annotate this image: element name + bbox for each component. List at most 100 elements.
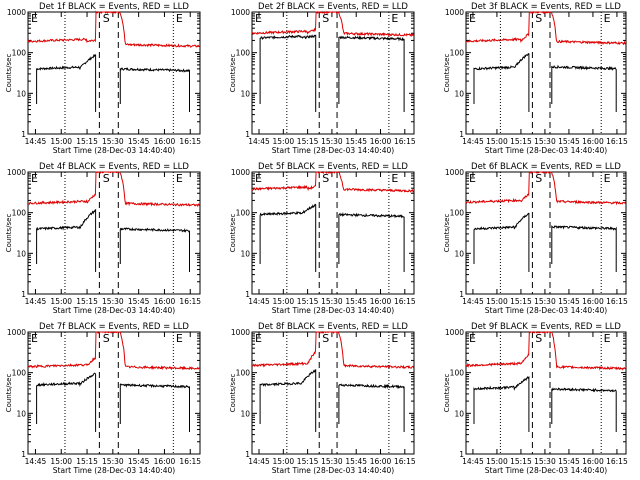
x-tick-label: 15:00 — [486, 457, 508, 466]
panel-title: Det 5f BLACK = Events, RED = LLD — [258, 162, 408, 172]
marker-e-right: E — [176, 12, 183, 25]
x-axis-label: Start Time (28-Dec-03 14:40:40) — [485, 466, 607, 475]
y-tick-label: 10 — [16, 89, 26, 98]
lld-series-line — [465, 171, 627, 206]
x-tick-label: 15:30 — [534, 457, 556, 466]
y-tick-label: 10 — [240, 249, 250, 258]
y-tick-label: 100 — [12, 369, 27, 378]
x-axis-label: Start Time (28-Dec-03 14:40:40) — [485, 306, 607, 315]
events-series-line — [259, 203, 317, 272]
plot-frame — [251, 11, 415, 135]
x-tick-label: 15:00 — [486, 137, 508, 146]
x-tick-label: 15:30 — [102, 297, 124, 306]
x-tick-label: 15:00 — [273, 137, 295, 146]
y-tick-label: 100 — [236, 49, 251, 58]
events-series-line — [338, 35, 405, 112]
marker-s: S — [535, 172, 542, 185]
x-tick-label: 15:15 — [297, 137, 319, 146]
marker-e-left: E — [469, 172, 476, 185]
x-tick-label: 16:00 — [154, 297, 176, 306]
marker-s: S — [322, 12, 329, 25]
lld-series-line — [251, 10, 415, 37]
x-tick-label: 14:45 — [25, 297, 47, 306]
panel-det-3: Det 3f BLACK = Events, RED = LLD 1 10 100 10… — [443, 2, 628, 155]
y-tick-label: 10 — [454, 89, 464, 98]
marker-e-left: E — [469, 332, 476, 345]
marker-e-right: E — [604, 332, 611, 345]
panel-det-9: Det 9f BLACK = Events, RED = LLD 1 10 100 10… — [443, 322, 628, 475]
x-tick-label: 16:00 — [370, 457, 392, 466]
x-tick-label: 16:15 — [394, 137, 416, 146]
x-tick-label: 16:15 — [179, 137, 201, 146]
y-tick-label: 1 — [21, 290, 26, 299]
y-tick-label: 1 — [245, 130, 250, 139]
lld-series-line — [27, 331, 200, 371]
x-tick-label: 15:15 — [510, 137, 532, 146]
y-tick-label: 10 — [240, 409, 250, 418]
marker-s: S — [103, 332, 110, 345]
marker-e-left: E — [255, 332, 262, 345]
lld-series-line — [251, 171, 414, 193]
events-series-line — [473, 375, 530, 432]
y-tick-label: 1 — [459, 130, 464, 139]
y-axis-label: Counts/sec — [229, 214, 237, 253]
x-tick-label: 16:15 — [179, 297, 201, 306]
x-tick-label: 16:15 — [394, 457, 416, 466]
y-axis-label: Counts/sec — [5, 214, 13, 253]
y-axis-label: Counts/sec — [5, 54, 13, 93]
lld-series-line — [465, 330, 626, 371]
y-tick-label: 10 — [454, 249, 464, 258]
events-series-line — [259, 369, 317, 432]
events-series-line — [119, 227, 190, 272]
y-tick-label: 10 — [240, 89, 250, 98]
y-tick-label: 1000 — [445, 8, 464, 17]
y-tick-label: 1000 — [445, 168, 464, 177]
y-tick-label: 1 — [21, 450, 26, 459]
plot-frame — [251, 331, 415, 455]
x-tick-label: 16:00 — [582, 297, 604, 306]
x-tick-label: 14:45 — [25, 457, 47, 466]
x-tick-label: 15:15 — [76, 137, 98, 146]
x-tick-label: 15:30 — [102, 457, 124, 466]
y-tick-label: 1000 — [231, 328, 250, 337]
x-axis-label: Start Time (28-Dec-03 14:40:40) — [53, 306, 175, 315]
panel-title: Det 6f BLACK = Events, RED = LLD — [471, 162, 621, 172]
y-tick-label: 1000 — [445, 328, 464, 337]
panel-title: Det 3f BLACK = Events, RED = LLD — [471, 2, 621, 12]
events-series-line — [551, 225, 617, 272]
x-tick-label: 15:00 — [486, 297, 508, 306]
events-series-line — [119, 383, 190, 432]
y-tick-label: 1 — [459, 290, 464, 299]
x-tick-label: 16:00 — [582, 137, 604, 146]
x-tick-label: 16:15 — [394, 297, 416, 306]
marker-e-right: E — [391, 12, 398, 25]
events-series-line — [36, 372, 97, 432]
x-tick-label: 16:00 — [154, 457, 176, 466]
x-tick-label: 14:45 — [248, 457, 270, 466]
panel-det-7: Det 7f BLACK = Events, RED = LLD 1 10 100 10… — [5, 322, 201, 475]
panel-det-8: Det 8f BLACK = Events, RED = LLD 1 10 100 10… — [229, 322, 416, 475]
x-tick-label: 16:00 — [370, 297, 392, 306]
y-axis-label: Counts/sec — [443, 54, 451, 93]
x-tick-label: 15:45 — [558, 137, 580, 146]
y-tick-label: 100 — [450, 209, 465, 218]
y-tick-label: 100 — [12, 209, 27, 218]
events-series-line — [259, 34, 317, 112]
x-tick-label: 15:45 — [345, 457, 367, 466]
panel-title: Det 2f BLACK = Events, RED = LLD — [258, 2, 408, 12]
y-axis-label: Counts/sec — [443, 214, 451, 253]
y-tick-label: 1 — [245, 450, 250, 459]
x-tick-label: 16:00 — [154, 137, 176, 146]
marker-e-right: E — [604, 172, 611, 185]
marker-e-left: E — [255, 12, 262, 25]
x-tick-label: 16:00 — [370, 137, 392, 146]
x-tick-label: 16:15 — [606, 137, 628, 146]
x-tick-label: 16:15 — [606, 457, 628, 466]
marker-e-left: E — [31, 172, 38, 185]
marker-s: S — [103, 12, 110, 25]
plot-frame — [465, 171, 627, 295]
x-tick-label: 15:00 — [50, 137, 72, 146]
y-tick-label: 100 — [236, 369, 251, 378]
events-series-line — [473, 212, 530, 272]
marker-e-left: E — [255, 172, 262, 185]
